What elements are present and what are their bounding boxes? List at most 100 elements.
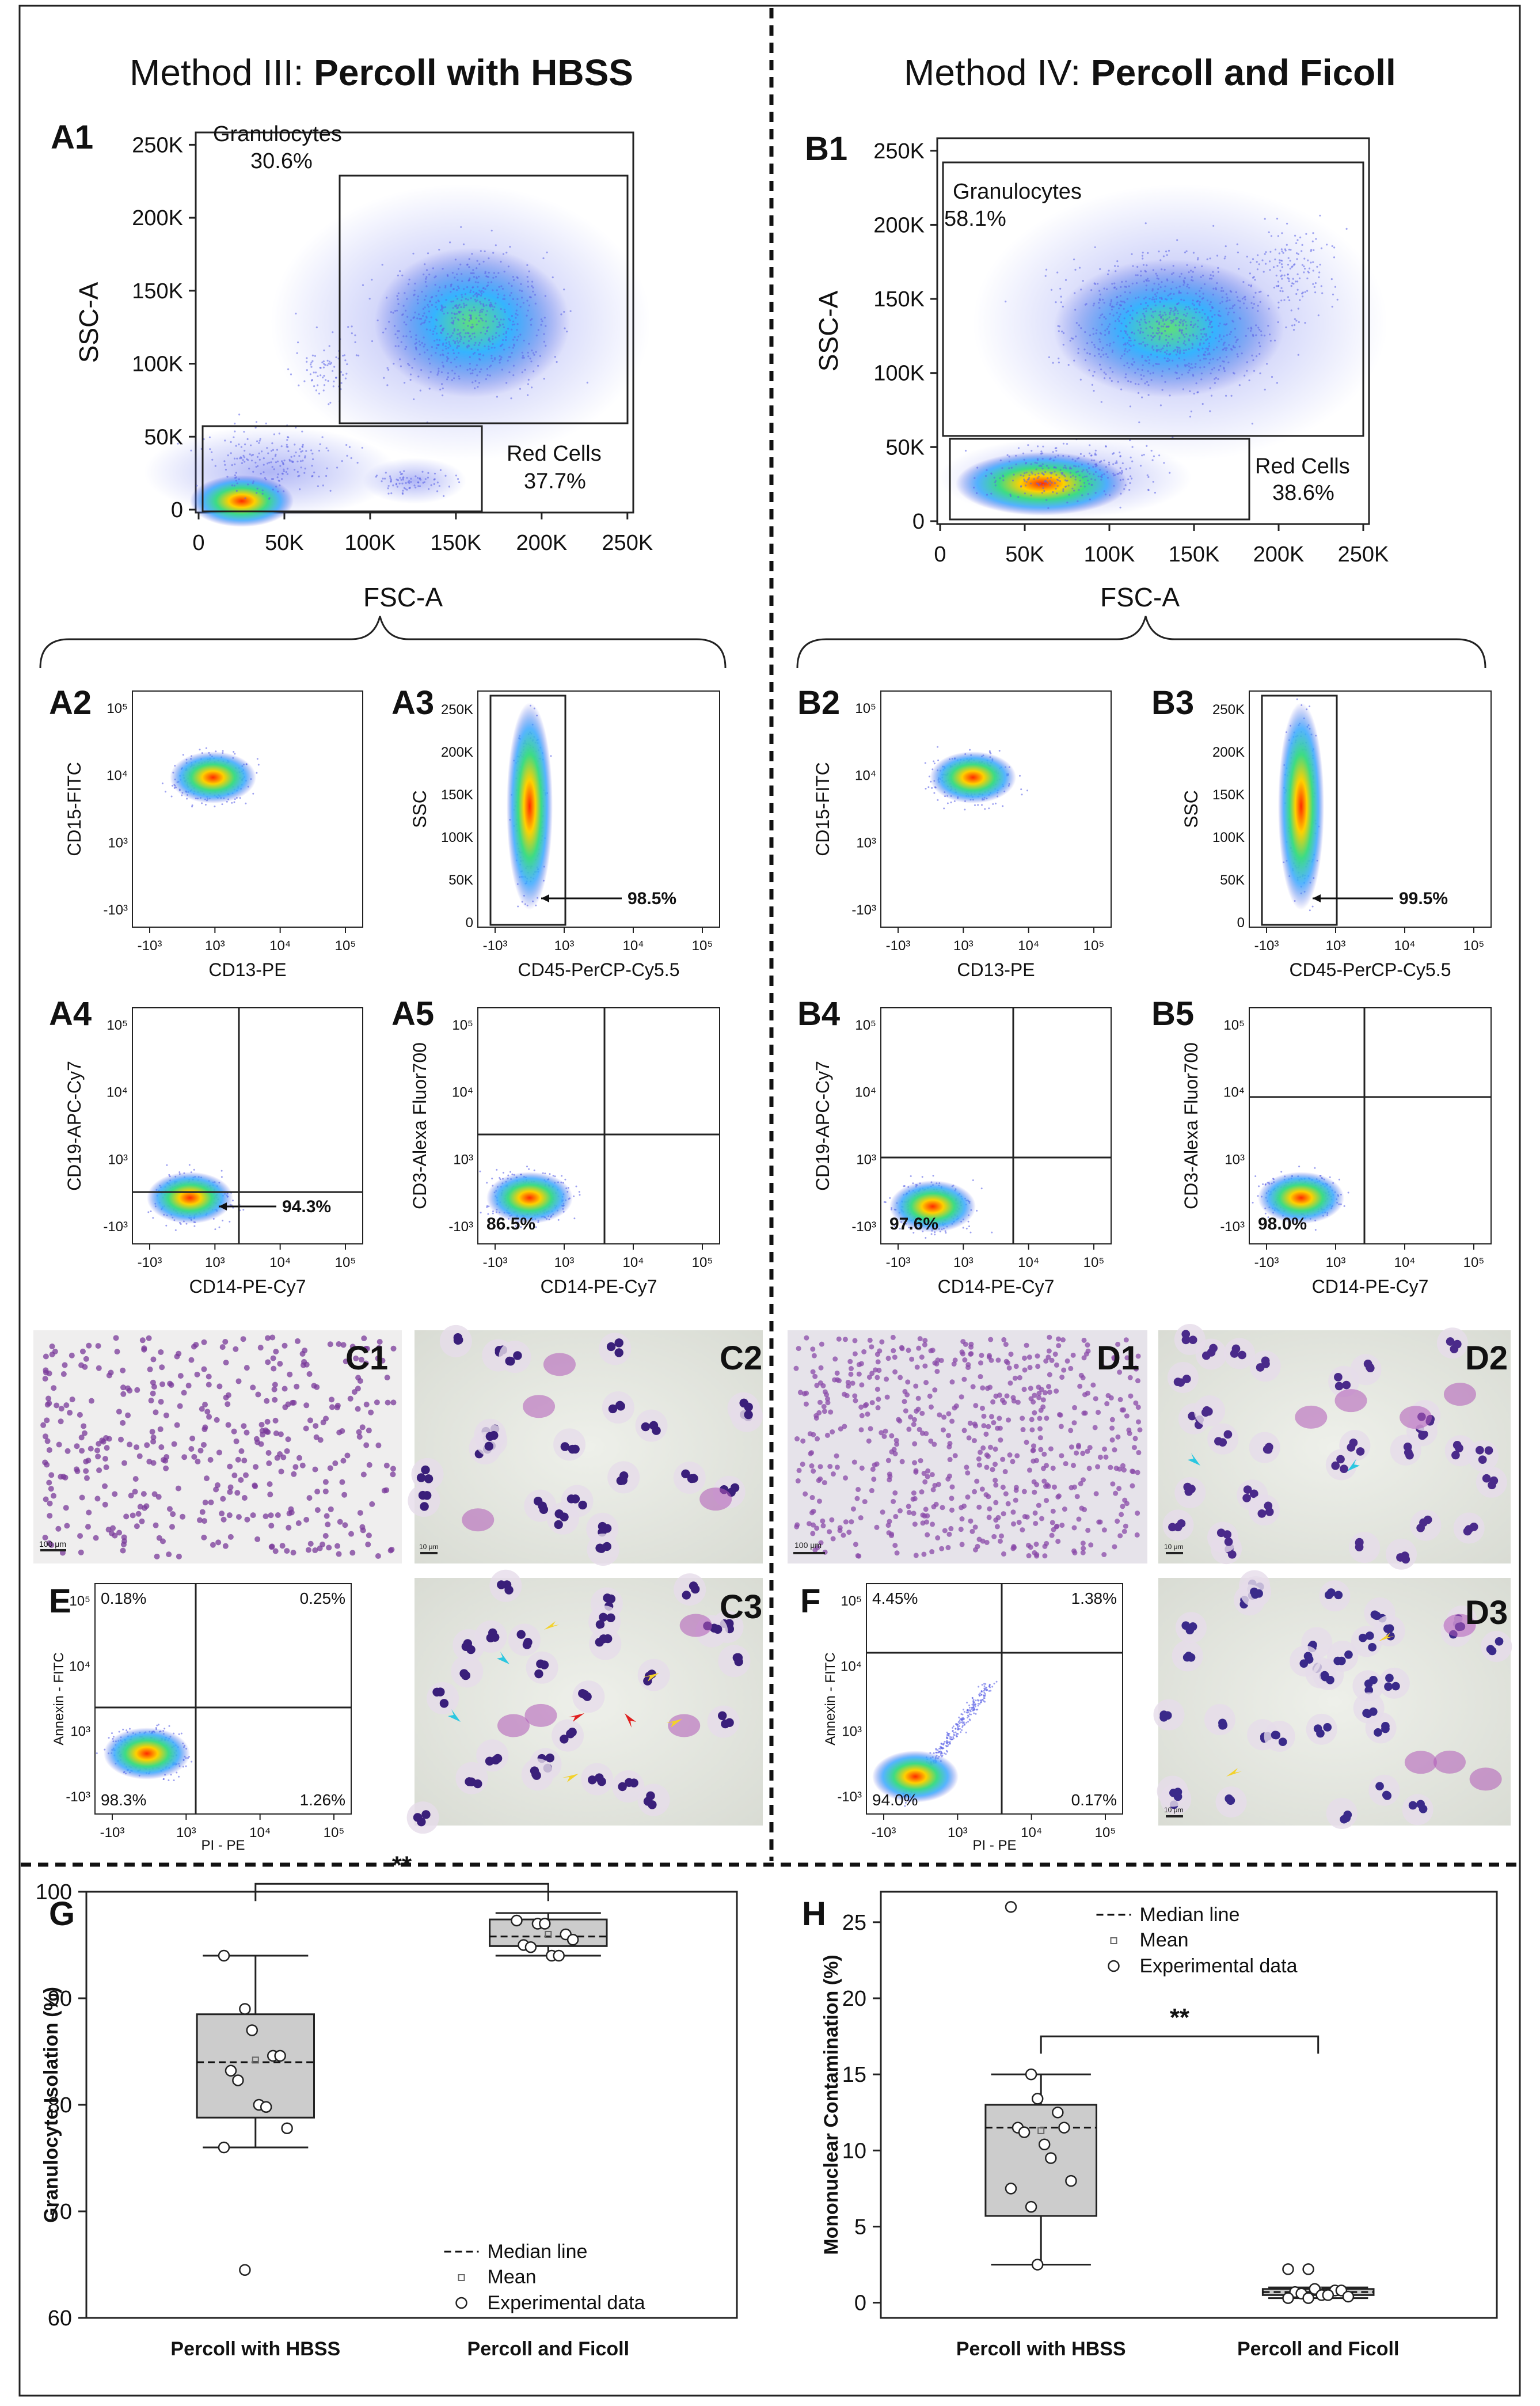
panel-label-H: H: [802, 1895, 826, 1933]
ytick-A2: 10⁵: [107, 701, 128, 716]
plot-B2: B2 -10³ 10³ 10⁴ 10⁵ -10³ 10³ 10⁴ 10⁵ CD13-PE CD15-…: [797, 684, 1112, 980]
data-point: [524, 1941, 537, 1953]
category-label: Percoll with HBSS: [956, 2338, 1126, 2360]
xtick-F: 10⁵: [1095, 1825, 1116, 1840]
ytick-B4: 10³: [856, 1152, 876, 1167]
ytick-B4: 10⁵: [855, 1018, 876, 1033]
micrograph-C1: C1 100 μm: [33, 1330, 402, 1563]
xtick-A5: 10³: [554, 1255, 575, 1270]
xtick-B1: 0: [934, 542, 946, 567]
gate-pct-A3: 98.5%: [628, 889, 676, 908]
quad-ur-E: 0.25%: [300, 1589, 345, 1607]
ytick-B1: 50K: [885, 435, 925, 460]
ytick-B1: 100K: [873, 362, 925, 386]
scale-C2: 10 μm: [419, 1543, 439, 1551]
gate-label-red-B1: Red Cells: [1255, 454, 1350, 479]
scale-D2: 10 μm: [1164, 1543, 1184, 1551]
xtick-B1: 50K: [1005, 542, 1044, 567]
ytick-G: 100: [36, 1880, 72, 1904]
data-point: [511, 1914, 523, 1927]
ytick-A4: 10³: [108, 1152, 128, 1167]
panel-label-C3: C3: [720, 1588, 762, 1626]
panel-label-B4: B4: [797, 995, 840, 1033]
legend-mean: Mean: [1140, 1929, 1189, 1951]
gate-label-red-A1: Red Cells: [507, 442, 602, 466]
legend-experimental: Experimental data: [488, 2292, 645, 2314]
ytick-H: 15: [842, 2063, 866, 2087]
gate-pct-red-B1: 38.6%: [1272, 481, 1334, 505]
xtick-B1: 100K: [1084, 542, 1135, 567]
panel-label-B2: B2: [797, 684, 840, 722]
gate-pct-B3: 99.5%: [1399, 889, 1448, 908]
xtick-B3: 10⁵: [1463, 938, 1485, 954]
xtick-A1: 0: [192, 531, 204, 555]
category-label: Percoll and Ficoll: [1237, 2338, 1400, 2360]
scale-D1: 100 μm: [794, 1540, 822, 1550]
ytick-B2: 10³: [856, 835, 876, 851]
data-point: [218, 1949, 230, 1962]
xtick-F: 10³: [948, 1825, 968, 1840]
ytick-A4: -10³: [103, 1219, 128, 1235]
boxplot-H: 0 5 10 15 20 25 Percoll with HBSS Percoll and F…: [820, 1891, 1498, 2360]
xlabel-A1: FSC-A: [363, 582, 443, 612]
quad-lr-F: 0.17%: [1071, 1791, 1117, 1809]
xtick-A1: 200K: [516, 531, 567, 555]
panel-label-A4: A4: [49, 995, 92, 1033]
xlabel-B3: CD45-PerCP-Cy5.5: [1290, 959, 1451, 980]
ytick-F: 10³: [842, 1724, 862, 1740]
data-point: [274, 2050, 286, 2062]
ylabel-F: Annexin - FITC: [823, 1652, 838, 1745]
ytick-E: 10⁴: [69, 1659, 90, 1674]
ylabel-A2: CD15-FITC: [64, 762, 85, 856]
quad-lr-E: 1.26%: [300, 1791, 345, 1809]
gate-redcells-B1: [949, 438, 1250, 521]
xtick-A1: 50K: [265, 531, 304, 555]
box-H-0: [984, 2104, 1098, 2217]
panel-label-E: E: [49, 1583, 71, 1620]
ylabel-G: Granulocyte Isolation (%): [40, 1987, 62, 2223]
ytick-A1: 100K: [132, 352, 183, 377]
brace-A: [39, 616, 727, 669]
data-point: [1018, 2126, 1031, 2138]
data-point: [1038, 2138, 1051, 2150]
legend-median: Median line: [488, 2241, 588, 2263]
data-point: [566, 1934, 579, 1946]
ytick-A5: 10⁴: [452, 1085, 473, 1100]
boxplot-G: 60 70 80 90 100 Percoll with HBSS Percoll and …: [36, 1851, 738, 2360]
ytick-H: 20: [842, 1987, 866, 2011]
ytick-B1: 0: [912, 510, 925, 534]
category-label: Percoll and Ficoll: [467, 2338, 630, 2360]
mean-marker: [252, 2056, 259, 2064]
ytick-A1: 50K: [144, 425, 183, 449]
xtick-B2: 10⁵: [1083, 938, 1105, 954]
data-point: [1342, 2290, 1355, 2303]
xtick-B5: 10⁵: [1463, 1255, 1485, 1270]
ylabel-A5: CD3-Alexa Fluor700: [409, 1042, 430, 1209]
data-point: [1005, 2183, 1017, 2195]
ylabel-H: Mononuclear Contamination (%): [820, 1955, 842, 2255]
xtick-B4: 10⁴: [1018, 1255, 1039, 1270]
ytick-B5: 10³: [1225, 1152, 1245, 1167]
legend-experimental: Experimental data: [1140, 1955, 1298, 1977]
xtick-B3: 10³: [1326, 938, 1346, 954]
ytick-B3: 50K: [1220, 872, 1245, 888]
data-point: [1058, 2122, 1070, 2134]
ytick-A3: 100K: [441, 830, 473, 845]
quad-ul-E: 0.18%: [101, 1589, 146, 1607]
panel-label-A2: A2: [49, 684, 92, 722]
plot-A5: A5 86.5% -10³ 10³ 10⁴ 10⁵ -10³ 10³ 10⁴ 10⁵ CD14-PE…: [391, 995, 720, 1297]
ylabel-B5: CD3-Alexa Fluor700: [1181, 1042, 1201, 1209]
data-point: [218, 2141, 230, 2154]
mean-marker: [1037, 2127, 1045, 2134]
ytick-F: 10⁴: [841, 1659, 862, 1674]
panel-label-C1: C1: [345, 1339, 388, 1377]
ytick-F: -10³: [837, 1789, 862, 1805]
quad-ll-E: 98.3%: [101, 1791, 146, 1809]
ytick-H: 0: [854, 2291, 866, 2316]
xtick-B2: -10³: [886, 938, 911, 954]
data-point: [1065, 2174, 1077, 2187]
data-point: [1322, 2289, 1334, 2301]
micrograph-D2: D2 10 μm: [1158, 1324, 1511, 1570]
xtick-F: -10³: [872, 1825, 896, 1840]
